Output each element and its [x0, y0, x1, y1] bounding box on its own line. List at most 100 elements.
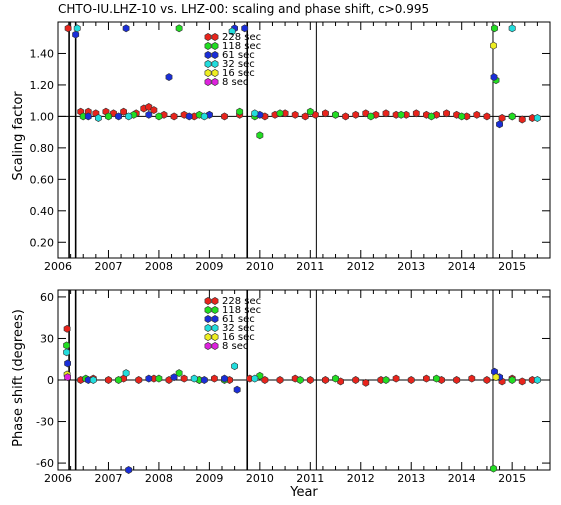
data-point: [125, 466, 133, 474]
phase-shift-panel: 2006 2007 2008 2009 2010 2011 2012 2013 2014 2015…: [36, 289, 551, 485]
legend-marker: [204, 60, 212, 68]
legend-marker: [204, 315, 212, 323]
y-tick-label: 0.80: [30, 142, 55, 155]
data-point: [84, 112, 92, 121]
data-point: [125, 112, 133, 121]
legend-label: 32 sec: [222, 323, 255, 334]
data-point: [170, 373, 178, 382]
data-point: [256, 131, 264, 140]
legend-label: 16 sec: [222, 332, 255, 343]
data-point: [63, 324, 71, 333]
legend-marker: [211, 51, 219, 59]
x-tick-label: 2007: [94, 472, 122, 485]
data-point: [473, 110, 481, 119]
legend-marker: [211, 297, 219, 305]
data-point: [301, 112, 309, 121]
data-point: [64, 359, 71, 368]
legend-label: 228 sec: [222, 296, 261, 307]
data-point: [496, 120, 504, 129]
data-point: [195, 110, 203, 119]
y-tick-label: 0.60: [30, 173, 55, 186]
x-tick-label: 2012: [347, 472, 375, 485]
legend-marker: [204, 69, 212, 77]
data-point: [200, 112, 208, 121]
data-point: [130, 110, 138, 119]
data-point: [321, 376, 329, 384]
data-point: [190, 374, 198, 383]
data-point: [155, 374, 163, 383]
data-point: [185, 112, 193, 121]
y-tick-label: -60: [36, 457, 54, 470]
data-point: [145, 103, 153, 111]
legend-marker: [204, 33, 212, 41]
data-point: [63, 341, 70, 350]
data-point: [206, 110, 213, 119]
data-point: [241, 24, 249, 33]
data-point: [200, 376, 208, 384]
data-point: [155, 112, 163, 121]
data-point: [422, 374, 430, 383]
y-axis-label-scaling: Scaling factor: [11, 91, 26, 181]
data-point: [170, 112, 178, 121]
data-point: [533, 114, 541, 122]
data-point: [120, 374, 127, 383]
data-point: [145, 110, 153, 119]
data-point: [332, 374, 340, 383]
data-point: [332, 110, 340, 119]
y-tick-label: 60: [40, 291, 54, 304]
legend-label: 61 sec: [222, 314, 255, 325]
data-point: [372, 110, 380, 119]
data-point: [236, 107, 244, 116]
x-tick-label: 2013: [397, 472, 425, 485]
data-point: [453, 110, 461, 119]
data-point: [362, 109, 370, 118]
data-point: [498, 114, 506, 122]
data-point: [115, 112, 122, 121]
x-tick-label: 2007: [94, 260, 122, 273]
legend-label: 32 sec: [222, 59, 255, 70]
x-tick-label: 2010: [246, 472, 274, 485]
chart-title: CHTO-IU.LHZ-10 vs. LHZ-00: scaling and p…: [58, 2, 429, 16]
data-point: [231, 362, 238, 371]
data-point: [110, 109, 117, 118]
data-point: [276, 376, 284, 384]
legend-label: 118 sec: [222, 305, 261, 316]
x-tick-label: 2008: [145, 260, 173, 273]
data-point: [392, 374, 400, 383]
data-point: [211, 374, 218, 383]
y-axis-label-phase: Phase shift (degrees): [11, 309, 26, 447]
data-point: [490, 41, 497, 50]
data-point: [321, 109, 329, 118]
data-point: [518, 115, 526, 124]
data-point: [306, 107, 314, 116]
legend-marker: [204, 42, 212, 50]
scaling-factor-panel: 2006 2007 2008 2009 2010 2011 2012 2013 2014 2015…: [30, 21, 551, 273]
data-point: [63, 348, 70, 357]
data-point: [64, 373, 71, 382]
data-point: [122, 369, 130, 378]
x-tick-label: 2008: [145, 472, 173, 485]
y-tick-label: 0.20: [30, 236, 55, 249]
data-point: [221, 112, 228, 121]
data-point: [518, 377, 526, 386]
y-tick-label: 1.00: [30, 110, 55, 123]
data-point: [145, 374, 153, 383]
legend-marker: [204, 297, 212, 305]
data-point: [115, 376, 122, 384]
x-tick-label: 2006: [44, 472, 72, 485]
legend-marker: [211, 42, 219, 50]
legend-marker: [211, 324, 219, 332]
data-point: [443, 109, 451, 118]
legend-marker: [211, 342, 219, 350]
legend-label: 16 sec: [222, 68, 255, 79]
data-point: [432, 110, 440, 119]
y-tick-label: -30: [36, 416, 54, 429]
data-point: [382, 376, 390, 384]
data-point: [291, 110, 299, 119]
data-point: [342, 112, 350, 121]
data-point: [492, 373, 500, 382]
legend-label: 61 sec: [222, 50, 255, 61]
legend-marker: [204, 78, 212, 86]
data-point: [95, 114, 102, 122]
y-tick-label: 0: [47, 374, 54, 387]
